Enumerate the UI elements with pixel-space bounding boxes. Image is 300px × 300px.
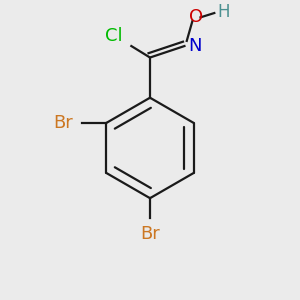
Text: N: N [188,37,201,55]
Text: O: O [189,8,203,26]
Text: Br: Br [54,114,74,132]
Text: Br: Br [140,226,160,244]
Text: Cl: Cl [105,27,123,45]
Text: H: H [217,3,230,21]
